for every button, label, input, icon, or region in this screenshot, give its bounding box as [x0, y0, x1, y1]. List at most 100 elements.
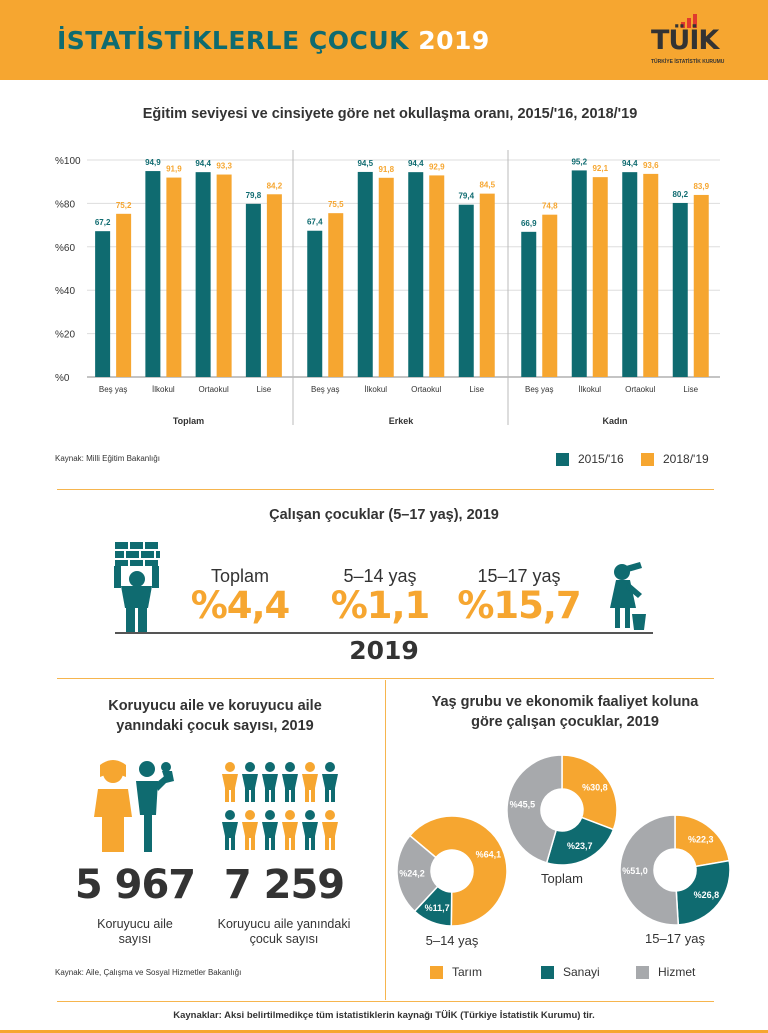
foster-children-label: Koruyucu aile yanındaki çocuk sayısı [204, 917, 364, 947]
vertical-divider [385, 680, 386, 1000]
legend-item-sanayi: Sanayi [541, 965, 600, 979]
bar [95, 231, 111, 377]
bar [672, 202, 688, 377]
pie-slice [675, 859, 731, 926]
pie-slice [506, 754, 563, 864]
caption-line: çocuk sayısı [249, 932, 319, 946]
baseline-line [115, 632, 653, 634]
x-tick-label: Ortaokul [199, 385, 229, 394]
bar-value-label: 84,5 [479, 181, 495, 190]
footer-sources: Kaynaklar: Aksi belirtilmedikçe tüm ista… [173, 1010, 595, 1021]
header-bar: İSTATİSTİKLERLE ÇOCUK 2019 TÜİK TÜRKİYE … [0, 0, 768, 80]
schooling-title: Eğitim seviyesi ve cinsiyete göre net ok… [142, 106, 638, 122]
bar-value-label: 94,4 [408, 159, 424, 168]
bar [479, 193, 495, 377]
bar-value-label: 79,8 [246, 191, 262, 200]
pie-slice-label: %64,1 [476, 849, 502, 859]
logo-bars-icon [681, 14, 697, 28]
foster-families-count: 5 967 [74, 862, 196, 908]
legend-swatch-teal [556, 452, 569, 466]
working-title: Çalışan çocuklar (5–17 yaş), 2019 [269, 507, 499, 523]
x-tick-label: Lise [469, 385, 484, 394]
bar [195, 172, 211, 377]
title-year: 2019 [418, 26, 490, 55]
bar-value-label: 91,9 [166, 165, 182, 174]
y-tick-label: %0 [55, 373, 70, 384]
foster-families-label: Koruyucu aile sayısı [70, 917, 200, 947]
bar-value-label: 94,4 [195, 159, 211, 168]
bar [429, 175, 445, 377]
x-tick-label: Ortaokul [411, 385, 441, 394]
child-bucket-icon [610, 562, 646, 630]
legend-swatch-grey [636, 965, 649, 979]
legend-label: 2018/'19 [663, 452, 709, 466]
pie-slice-label: %23,7 [567, 841, 593, 851]
y-tick-label: %40 [55, 286, 75, 297]
bar-value-label: 75,2 [116, 201, 132, 210]
pie-slice-label: %22,3 [688, 834, 714, 844]
caption-line: sayısı [118, 932, 152, 946]
pie-title: 15–17 yaş [645, 931, 705, 946]
bar [643, 173, 659, 377]
bar-value-label: 93,6 [643, 161, 659, 170]
bar [571, 170, 587, 377]
x-tick-label: Beş yaş [525, 385, 553, 394]
child-figure-icon [242, 762, 258, 802]
pie-title: Toplam [541, 871, 583, 886]
bar-value-label: 94,9 [145, 158, 161, 167]
bar [622, 172, 638, 377]
schooling-bar-chart: %100 %80 %60 %40 %20 %0 67,2 75,2 Beş yaş 94,9 91,… [55, 150, 720, 426]
legend-label: 2015/'16 [578, 452, 624, 466]
panel-title: Kadın [602, 416, 627, 426]
footer-bar [0, 1030, 768, 1033]
legend-swatch-orange [430, 965, 443, 979]
pie-slice-label: %45,5 [510, 799, 536, 809]
section-divider [57, 678, 714, 679]
bar-value-label: 67,4 [307, 218, 323, 227]
bar [266, 194, 282, 377]
bar-value-label: 94,4 [622, 159, 638, 168]
pie-slice-label: %26,8 [694, 890, 720, 900]
child-figure-icon [302, 810, 318, 850]
y-tick-label: %80 [55, 199, 75, 210]
child-figure-icon [262, 810, 278, 850]
econ-pie-charts: %30,8 %23,7 %45,5 Toplam %64,1 %11,7 %24,2 5–14… [396, 754, 731, 948]
legend-item-2018: 2018/'19 [641, 452, 709, 466]
bar-value-label: 91,8 [378, 165, 394, 174]
foster-source: Kaynak: Aile, Çalışma ve Sosyal Hizmetle… [55, 968, 242, 977]
child-figure-icon [242, 810, 258, 850]
bar-value-label: 93,3 [216, 162, 232, 171]
x-tick-label: İlkokul [578, 385, 601, 394]
pie-slice-label: %24,2 [399, 868, 425, 878]
pie-slice [619, 814, 680, 926]
x-tick-label: Lise [683, 385, 698, 394]
bar-value-label: 66,9 [521, 219, 537, 228]
tuik-logo: TÜİK TÜRKİYE İSTATİSTİK KURUMU [651, 14, 725, 66]
bar [328, 213, 344, 377]
legend-label: Tarım [452, 965, 482, 979]
bar-value-label: 84,2 [267, 181, 283, 190]
bar-value-label: 80,2 [672, 190, 688, 199]
child-figure-icon [222, 810, 238, 850]
pie-slice [396, 834, 439, 913]
pie-slice-label: %51,0 [622, 866, 648, 876]
bar [116, 213, 132, 377]
y-tick-label: %100 [55, 156, 81, 167]
legend-item-hizmet: Hizmet [636, 965, 695, 979]
panel-title: Toplam [173, 416, 204, 426]
bar [542, 214, 558, 377]
stat-label-5-14: 5–14 yaş [343, 566, 417, 586]
caption-line: Koruyucu aile [97, 917, 173, 931]
bar [693, 194, 709, 377]
econ-title-line2: göre çalışan çocuklar, 2019 [471, 714, 659, 730]
logo-subtext: TÜRKİYE İSTATİSTİK KURUMU [651, 59, 725, 65]
bar-value-label: 75,5 [328, 200, 344, 209]
bar [166, 177, 182, 377]
child-figure-icon [222, 762, 238, 802]
econ-title: Yaş grubu ve ekonomik faaliyet koluna gö… [400, 692, 730, 732]
bar-value-label: 67,2 [95, 218, 111, 227]
page-title: İSTATİSTİKLERLE ÇOCUK 2019 [57, 26, 490, 55]
child-figure-icon [282, 810, 298, 850]
section-divider [57, 1001, 714, 1002]
bar-value-label: 83,9 [693, 182, 709, 191]
